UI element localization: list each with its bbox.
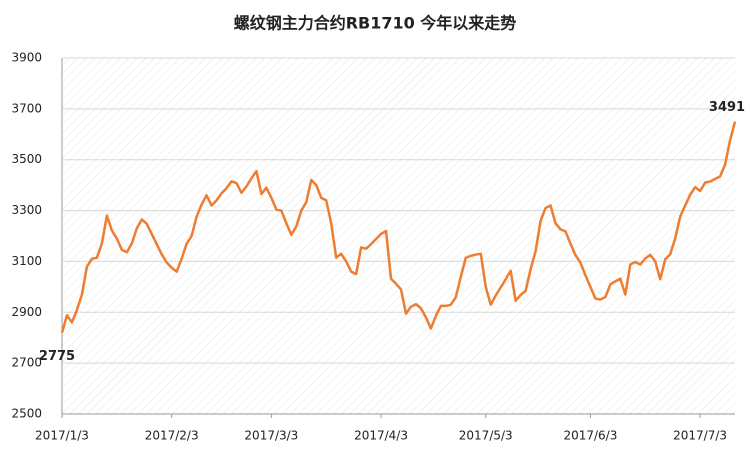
y-tick-label: 3500 (11, 152, 42, 166)
series-line (60, 121, 737, 333)
y-tick-label: 2700 (11, 356, 42, 370)
y-tick-label: 3100 (11, 254, 42, 268)
x-tick-label: 2017/1/3 (35, 429, 89, 443)
y-tick-label: 2500 (11, 407, 42, 421)
annotation: 2775 (39, 349, 75, 364)
annotation: 3491 (709, 100, 745, 115)
x-tick-label: 2017/6/3 (563, 429, 617, 443)
chart-title: 螺纹钢主力合约RB1710 今年以来走势 (234, 14, 517, 33)
x-tick-label: 2017/3/3 (244, 429, 298, 443)
x-tick-label: 2017/5/3 (459, 429, 513, 443)
x-tick-label: 2017/7/3 (673, 429, 727, 443)
x-tick-label: 2017/2/3 (145, 429, 199, 443)
x-tick-label: 2017/4/3 (354, 429, 408, 443)
y-tick-label: 2900 (11, 305, 42, 319)
y-tick-label: 3700 (11, 101, 42, 115)
plot-background (62, 58, 735, 414)
y-tick-label: 3300 (11, 203, 42, 217)
y-tick-label: 3900 (11, 51, 42, 65)
